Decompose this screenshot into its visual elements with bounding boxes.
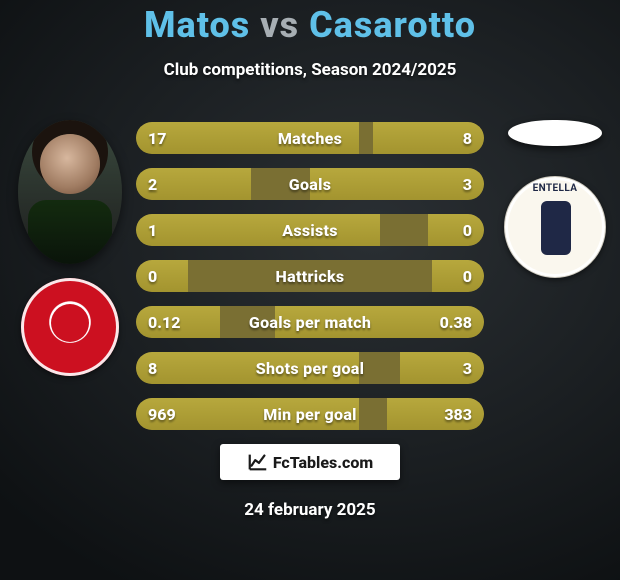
- stat-value-right: 0: [463, 214, 472, 246]
- page-title: Matos vs Casarotto: [0, 4, 620, 46]
- stat-row: 969 Min per goal 383: [136, 398, 484, 430]
- stat-label: Matches: [136, 122, 484, 154]
- stat-row: 0 Hattricks 0: [136, 260, 484, 292]
- stat-value-right: 0: [463, 260, 472, 292]
- stat-row: 17 Matches 8: [136, 122, 484, 154]
- stat-label: Goals per match: [136, 306, 484, 338]
- page-subtitle: Club competitions, Season 2024/2025: [0, 60, 620, 80]
- stat-label: Min per goal: [136, 398, 484, 430]
- stat-label: Assists: [136, 214, 484, 246]
- site-logo[interactable]: FcTables.com: [220, 444, 400, 480]
- club-badge-entella: [504, 176, 606, 278]
- right-column: [500, 120, 610, 278]
- footer-date: 24 february 2025: [0, 500, 620, 520]
- stat-row: 1 Assists 0: [136, 214, 484, 246]
- club-badge-blank: [508, 120, 602, 146]
- stat-label: Shots per goal: [136, 352, 484, 384]
- stat-row: 0.12 Goals per match 0.38: [136, 306, 484, 338]
- stat-label: Hattricks: [136, 260, 484, 292]
- stat-row: 8 Shots per goal 3: [136, 352, 484, 384]
- player1-avatar: [18, 120, 122, 264]
- stat-value-right: 3: [463, 352, 472, 384]
- site-name: FcTables.com: [273, 453, 373, 472]
- vs-label: vs: [260, 4, 299, 46]
- stats-panel: 17 Matches 8 2 Goals 3 1 Assists 0 0 Hat…: [136, 122, 484, 430]
- stat-value-right: 3: [463, 168, 472, 200]
- stat-value-right: 8: [463, 122, 472, 154]
- stat-label: Goals: [136, 168, 484, 200]
- club-badge-perugia: [21, 278, 119, 376]
- stat-row: 2 Goals 3: [136, 168, 484, 200]
- player1-name: Matos: [144, 4, 250, 46]
- chart-icon: [247, 451, 269, 473]
- left-column: [10, 120, 130, 376]
- player2-name: Casarotto: [309, 4, 476, 46]
- stat-value-right: 383: [444, 398, 472, 430]
- stat-value-right: 0.38: [440, 306, 472, 338]
